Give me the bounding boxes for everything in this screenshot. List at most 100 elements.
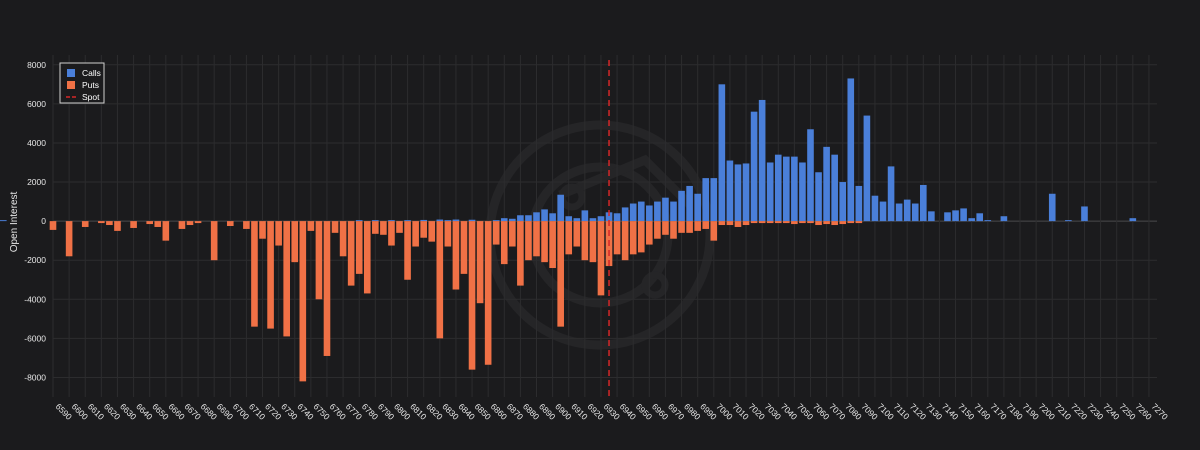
call-bar (444, 220, 452, 222)
put-bar (791, 221, 798, 225)
x-tick-label: 6930 (602, 401, 623, 422)
put-bar (372, 221, 379, 234)
put-bar (436, 221, 444, 339)
y-tick-label: 0 (41, 216, 46, 226)
put-bar (726, 221, 734, 226)
call-bar (1081, 206, 1088, 222)
call-bar (0, 220, 7, 222)
call-bar (758, 99, 766, 222)
call-bar (783, 156, 790, 222)
x-tick-label: 6840 (457, 401, 478, 422)
x-tick-label: 7100 (876, 401, 897, 422)
x-tick-label: 6610 (86, 401, 107, 422)
x-tick-label: 7230 (1085, 401, 1106, 422)
put-bar (267, 221, 274, 329)
call-bar (944, 212, 951, 222)
x-tick-label: 7010 (730, 401, 751, 422)
x-tick-label: 7180 (1004, 401, 1025, 422)
put-bar (678, 221, 685, 233)
x-tick-label: 6590 (54, 401, 75, 422)
call-bar (1048, 193, 1056, 222)
x-tick-label: 6830 (440, 401, 461, 422)
call-bar (903, 199, 911, 222)
x-tick-label: 7160 (972, 401, 993, 422)
call-bar (557, 194, 564, 222)
put-bar (766, 221, 774, 224)
x-tick-label: 7120 (908, 401, 929, 422)
call-bar (662, 197, 669, 222)
x-tick-label: 6970 (666, 401, 687, 422)
put-bar (226, 221, 234, 226)
x-tick-label: 6760 (328, 401, 349, 422)
put-bar (355, 221, 363, 274)
call-bar (581, 210, 589, 222)
call-bar (372, 220, 379, 222)
call-bar (815, 172, 822, 222)
put-bar (686, 221, 693, 233)
call-bar (807, 129, 814, 222)
call-bar (791, 156, 798, 222)
x-tick-label: 6660 (166, 401, 187, 422)
x-tick-label: 7040 (779, 401, 800, 422)
put-bar (694, 221, 701, 231)
put-bar (742, 221, 750, 226)
put-bar (315, 221, 323, 300)
call-bar (468, 219, 476, 222)
call-bar (509, 218, 516, 222)
call-bar (863, 115, 871, 222)
put-bar (162, 221, 170, 241)
call-bar (920, 184, 927, 222)
x-tick-label: 6600 (70, 401, 91, 422)
put-bar (347, 221, 355, 286)
y-tick-label: -4000 (24, 294, 46, 304)
put-bar (758, 221, 766, 224)
call-bar (404, 220, 411, 222)
put-bar (388, 221, 395, 246)
put-bar (404, 221, 411, 280)
put-bar (81, 221, 89, 227)
call-bar (839, 182, 847, 222)
x-tick-label: 6750 (311, 401, 332, 422)
x-tick-label: 6670 (183, 401, 204, 422)
call-bar (895, 203, 903, 222)
legend-label-spot: Spot (82, 92, 100, 102)
legend: Calls Puts Spot (59, 62, 105, 104)
call-bar (887, 166, 895, 222)
put-bar (339, 221, 347, 257)
call-bar (573, 218, 581, 222)
put-bar (525, 221, 532, 261)
x-tick-label: 7000 (714, 401, 735, 422)
call-bar (388, 220, 395, 222)
put-bar (396, 221, 403, 233)
x-tick-label: 6800 (392, 401, 413, 422)
x-tick-label: 6640 (134, 401, 155, 422)
call-bar (976, 213, 984, 222)
x-tick-label: 6720 (263, 401, 284, 422)
y-tick-label: 2000 (27, 177, 46, 187)
put-bar (799, 221, 806, 224)
put-bar (839, 221, 847, 225)
call-bar (742, 163, 750, 222)
x-tick-label: 6880 (521, 401, 542, 422)
put-bar (444, 221, 452, 247)
put-bar (452, 221, 460, 290)
call-bar (799, 162, 806, 222)
x-tick-label: 7030 (763, 401, 784, 422)
call-bar (823, 146, 830, 222)
y-tick-label: 8000 (27, 60, 46, 70)
put-bar (637, 221, 645, 253)
x-tick-label: 6860 (489, 401, 510, 422)
put-bar (613, 221, 621, 255)
put-bar (243, 221, 250, 229)
x-tick-label: 7220 (1069, 401, 1090, 422)
x-tick-label: 7210 (1053, 401, 1074, 422)
put-bar (146, 221, 154, 225)
call-bar (879, 201, 887, 222)
call-bar (533, 212, 540, 222)
legend-label-puts: Puts (82, 80, 99, 90)
put-bar (517, 221, 524, 286)
put-bar (420, 221, 427, 238)
put-bar (106, 221, 113, 226)
x-tick-label: 6650 (150, 401, 171, 422)
call-bar (452, 219, 460, 222)
